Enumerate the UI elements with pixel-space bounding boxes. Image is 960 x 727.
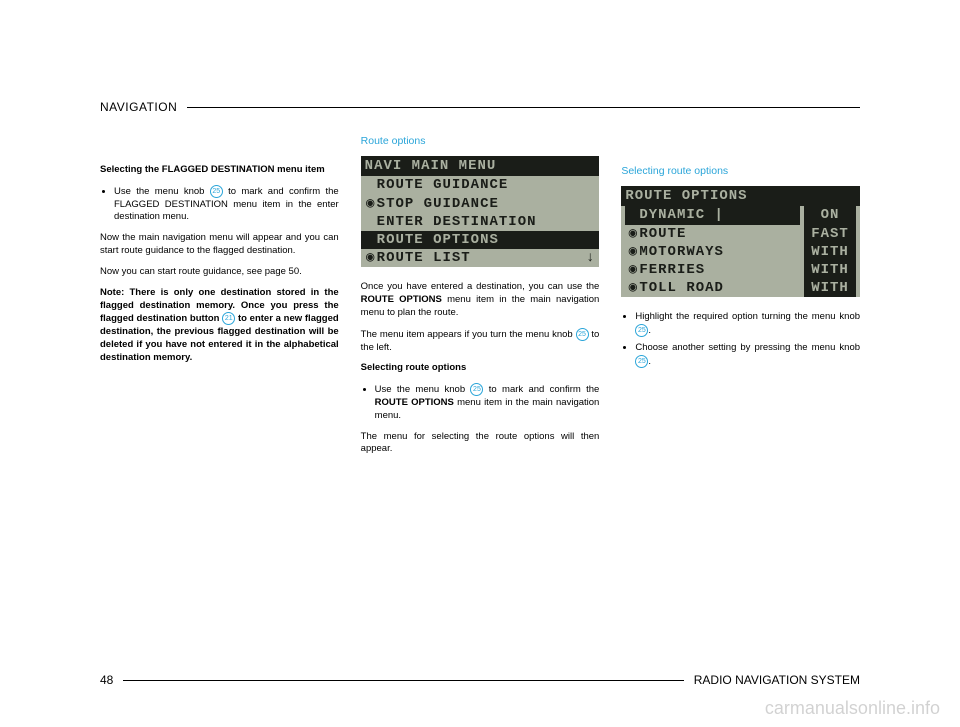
- option-value: FAST: [804, 225, 856, 243]
- scroll-down-icon: ↓: [586, 249, 595, 267]
- knob-25-icon: 25: [635, 324, 648, 337]
- menu-row: ◉STOP GUIDANCE: [361, 195, 600, 213]
- menu-row-text: STOP GUIDANCE: [377, 195, 499, 213]
- knob-25-icon: 25: [210, 185, 223, 198]
- page-footer: 48 RADIO NAVIGATION SYSTEM: [100, 673, 860, 687]
- option-value: WITH: [804, 261, 856, 279]
- menu-row: ROUTE OPTIONS: [361, 231, 600, 249]
- col3-bullet-2: Choose another setting by pressing the m…: [635, 342, 860, 369]
- header-rule: [187, 107, 860, 108]
- option-label: DYNAMIC |: [625, 206, 800, 224]
- menu-row: ROUTE GUIDANCE: [361, 176, 600, 194]
- header-label: NAVIGATION: [100, 100, 187, 114]
- option-label: ◉FERRIES: [625, 261, 800, 279]
- col2-p2: The menu item appears if you turn the me…: [361, 328, 600, 355]
- menu-row-text: ENTER DESTINATION: [377, 213, 537, 231]
- option-label: ◉MOTORWAYS: [625, 243, 800, 261]
- knob-21-icon: 21: [222, 312, 235, 325]
- col1-p3: Now you can start route guidance, see pa…: [100, 266, 339, 279]
- option-row: ◉FERRIES WITH: [621, 261, 860, 279]
- menu-row-text: ROUTE GUIDANCE: [377, 176, 509, 194]
- col1-heading: Selecting the FLAGGED DESTINATION menu i…: [100, 164, 339, 177]
- option-value: WITH: [804, 243, 856, 261]
- lock-icon: ◉: [627, 279, 639, 297]
- lock-icon: ◉: [627, 225, 639, 243]
- column-3: Selecting route options ROUTE OPTIONS DY…: [621, 134, 860, 464]
- col2-section-heading: Route options: [361, 134, 600, 148]
- menu-row-text: ROUTE LIST: [377, 249, 471, 267]
- col2-p1: Once you have entered a destination, you…: [361, 281, 600, 319]
- menu-row-text: ROUTE OPTIONS: [377, 231, 499, 249]
- page-content: NAVIGATION Selecting the FLAGGED DESTINA…: [100, 100, 860, 650]
- option-value: ON: [804, 206, 856, 224]
- menu-row: ◉ROUTE LIST ↓: [361, 249, 600, 267]
- knob-25-icon: 25: [635, 355, 648, 368]
- lock-icon: [365, 231, 377, 249]
- menu-row: ENTER DESTINATION: [361, 213, 600, 231]
- col2-p3: The menu for selecting the route options…: [361, 431, 600, 457]
- col3-section-heading: Selecting route options: [621, 164, 860, 178]
- column-1: Selecting the FLAGGED DESTINATION menu i…: [100, 134, 339, 464]
- option-value: WITH: [804, 279, 856, 297]
- lock-icon: ◉: [627, 261, 639, 279]
- col2-subheading: Selecting route options: [361, 362, 600, 375]
- knob-25-icon: 25: [576, 328, 589, 341]
- col3-bullet-1: Highlight the required option turning th…: [635, 311, 860, 338]
- page-number: 48: [100, 673, 123, 687]
- footer-label: RADIO NAVIGATION SYSTEM: [684, 673, 860, 687]
- option-row: ◉ROUTE FAST: [621, 225, 860, 243]
- option-row: ◉TOLL ROAD WITH: [621, 279, 860, 297]
- option-row: ◉MOTORWAYS WITH: [621, 243, 860, 261]
- lock-icon: ◉: [365, 195, 377, 213]
- route-options-screen: ROUTE OPTIONS DYNAMIC |ON◉ROUTE FAST◉MOT…: [621, 186, 860, 297]
- option-row: DYNAMIC |ON: [621, 206, 860, 224]
- col1-note: Note: There is only one destination stor…: [100, 287, 339, 365]
- screen-title: ROUTE OPTIONS: [621, 186, 860, 206]
- lock-icon: [365, 176, 377, 194]
- col2-bullet-1: Use the menu knob 25 to mark and confirm…: [375, 383, 600, 422]
- lock-icon: [365, 213, 377, 231]
- col1-bullet-1: Use the menu knob 25 to mark and confirm…: [114, 185, 339, 224]
- lock-icon: ◉: [365, 249, 377, 267]
- knob-25-icon: 25: [470, 383, 483, 396]
- col1-p2: Now the main navigation menu will appear…: [100, 232, 339, 258]
- column-2: Route options NAVI MAIN MENU ROUTE GUIDA…: [361, 134, 600, 464]
- screen-title: NAVI MAIN MENU: [361, 156, 600, 176]
- page-header: NAVIGATION: [100, 100, 860, 114]
- option-label: ◉TOLL ROAD: [625, 279, 800, 297]
- watermark: carmanualsonline.info: [765, 698, 940, 719]
- navi-main-menu-screen: NAVI MAIN MENU ROUTE GUIDANCE◉STOP GUIDA…: [361, 156, 600, 267]
- content-columns: Selecting the FLAGGED DESTINATION menu i…: [100, 134, 860, 464]
- lock-icon: ◉: [627, 243, 639, 261]
- option-label: ◉ROUTE: [625, 225, 800, 243]
- footer-rule: [123, 680, 683, 681]
